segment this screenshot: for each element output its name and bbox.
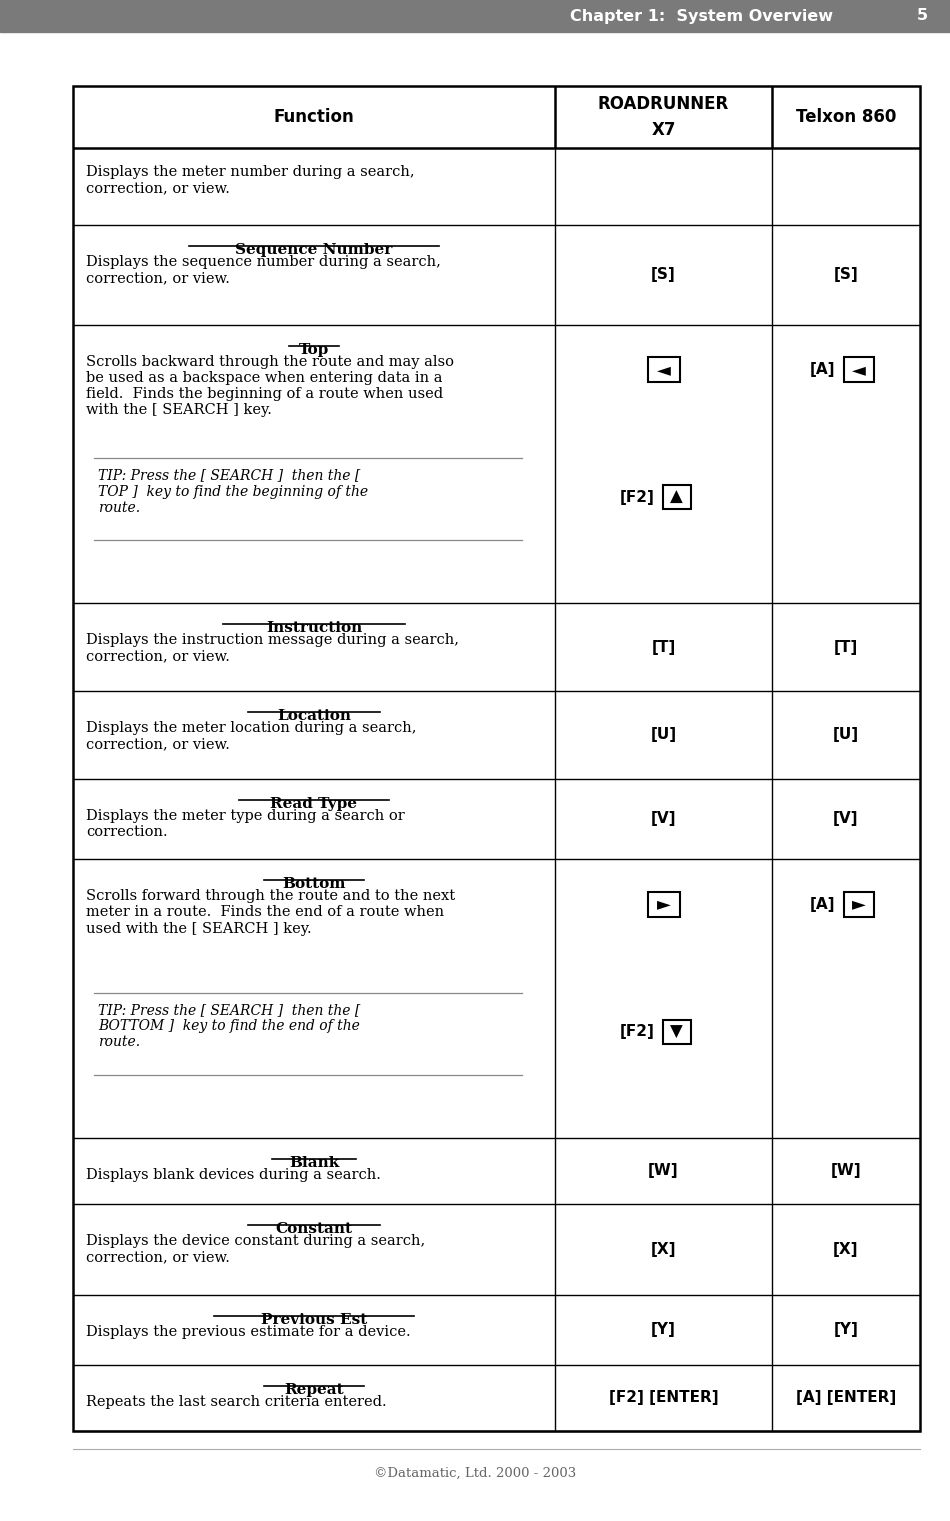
Bar — [648, 357, 679, 382]
Text: Displays the meter type during a search or
correction.: Displays the meter type during a search … — [86, 809, 405, 840]
Text: [F2]: [F2] — [620, 490, 655, 505]
Text: ►: ► — [852, 896, 866, 913]
Text: Displays the previous estimate for a device.: Displays the previous estimate for a dev… — [86, 1325, 410, 1338]
Text: [U]: [U] — [651, 727, 676, 742]
Text: [X]: [X] — [651, 1243, 676, 1256]
Text: Previous Est: Previous Est — [261, 1313, 367, 1326]
Text: Displays blank devices during a search.: Displays blank devices during a search. — [86, 1168, 381, 1182]
Text: Displays the instruction message during a search,
correction, or view.: Displays the instruction message during … — [86, 633, 459, 663]
Text: ►: ► — [656, 896, 671, 913]
Text: [F2] [ENTER]: [F2] [ENTER] — [609, 1390, 718, 1405]
Text: TIP: Press the [ SEARCH ]  then the [
BOTTOM ]  key to find the end of the
route: TIP: Press the [ SEARCH ] then the [ BOT… — [98, 1002, 360, 1049]
Text: Function: Function — [274, 108, 354, 126]
Text: Constant: Constant — [276, 1221, 352, 1237]
Text: 5: 5 — [917, 9, 928, 23]
Text: Telxon 860: Telxon 860 — [796, 108, 896, 126]
Text: [S]: [S] — [651, 268, 675, 283]
Text: Repeat: Repeat — [284, 1383, 344, 1396]
Text: Displays the sequence number during a search,
correction, or view.: Displays the sequence number during a se… — [86, 256, 441, 286]
Text: [U]: [U] — [833, 727, 859, 742]
Text: X7: X7 — [652, 122, 675, 138]
Text: Sequence Number: Sequence Number — [236, 243, 392, 257]
Text: [W]: [W] — [648, 1164, 679, 1179]
Text: [F2]: [F2] — [620, 1024, 655, 1039]
Text: Location: Location — [277, 709, 351, 722]
Bar — [844, 891, 874, 917]
Bar — [662, 485, 691, 510]
Text: [Y]: [Y] — [651, 1322, 676, 1337]
Text: [V]: [V] — [833, 811, 859, 826]
Text: Read Type: Read Type — [271, 797, 357, 811]
Text: Top: Top — [299, 342, 329, 357]
Text: Chapter 1:  System Overview: Chapter 1: System Overview — [570, 9, 833, 23]
Text: [W]: [W] — [830, 1164, 862, 1179]
Text: Repeats the last search criteria entered.: Repeats the last search criteria entered… — [86, 1395, 387, 1408]
Text: Blank: Blank — [289, 1156, 339, 1170]
Text: ▲: ▲ — [670, 488, 683, 506]
Text: Bottom: Bottom — [282, 878, 346, 891]
Text: [Y]: [Y] — [833, 1322, 859, 1337]
Bar — [0, 0, 950, 32]
Text: [T]: [T] — [652, 639, 675, 654]
Text: [A]: [A] — [810, 896, 836, 911]
Text: Displays the device constant during a search,
correction, or view.: Displays the device constant during a se… — [86, 1234, 426, 1264]
Text: Instruction: Instruction — [266, 621, 362, 636]
Bar — [662, 1019, 691, 1043]
Text: ◄: ◄ — [852, 360, 866, 379]
Text: ©Datamatic, Ltd. 2000 - 2003: ©Datamatic, Ltd. 2000 - 2003 — [374, 1466, 576, 1480]
Bar — [73, 87, 920, 1431]
Text: ROADRUNNER: ROADRUNNER — [598, 94, 730, 113]
Text: [T]: [T] — [834, 639, 858, 654]
Text: [A]: [A] — [810, 362, 836, 377]
Bar — [648, 891, 679, 917]
Text: Displays the meter location during a search,
correction, or view.: Displays the meter location during a sea… — [86, 721, 416, 751]
Text: ▼: ▼ — [670, 1022, 683, 1040]
Text: [S]: [S] — [833, 268, 859, 283]
Text: Displays the meter number during a search,
correction, or view.: Displays the meter number during a searc… — [86, 164, 414, 195]
Bar — [844, 357, 874, 382]
Text: [A] [ENTER]: [A] [ENTER] — [796, 1390, 896, 1405]
Text: [V]: [V] — [651, 811, 676, 826]
Text: Scrolls backward through the route and may also
be used as a backspace when ente: Scrolls backward through the route and m… — [86, 354, 454, 417]
Text: ◄: ◄ — [656, 360, 671, 379]
Text: Scrolls forward through the route and to the next
meter in a route.  Finds the e: Scrolls forward through the route and to… — [86, 890, 455, 935]
Text: TIP: Press the [ SEARCH ]  then the [
TOP ]  key to find the beginning of the
ro: TIP: Press the [ SEARCH ] then the [ TOP… — [98, 468, 369, 514]
Text: [X]: [X] — [833, 1243, 859, 1256]
